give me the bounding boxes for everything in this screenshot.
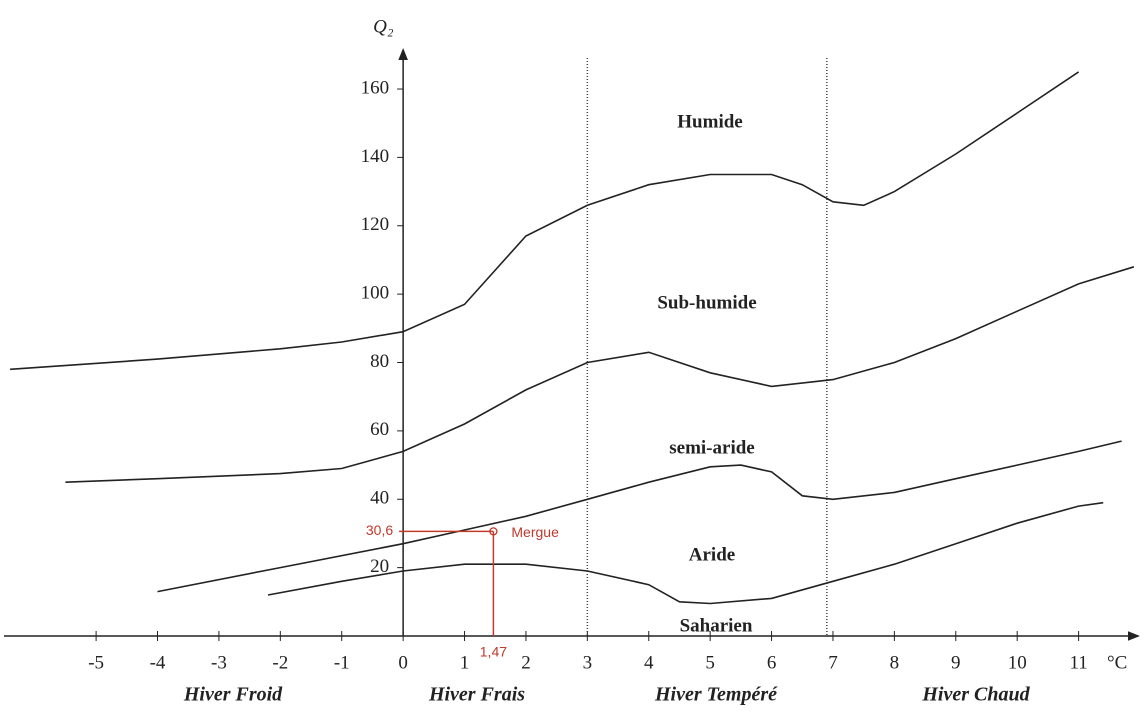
- x-tick-label: -1: [334, 652, 350, 673]
- winter-label: Hiver Froid: [183, 684, 283, 706]
- station-point: [489, 527, 498, 536]
- x-tick-label: 3: [583, 652, 593, 673]
- x-axis-title: °C: [1107, 652, 1127, 673]
- y-tick-label: 60: [370, 419, 389, 440]
- y-tick-label: 140: [361, 146, 390, 167]
- boundary-curve: [267, 501, 1104, 605]
- y-tick-label: 160: [361, 77, 390, 98]
- x-tick-label: 4: [644, 652, 654, 673]
- x-tick-label: -3: [211, 652, 227, 673]
- y-tick-label: 100: [361, 282, 390, 303]
- x-tick-label: 11: [1069, 652, 1087, 673]
- winter-label: Hiver Frais: [428, 684, 525, 706]
- x-tick-label: 2: [521, 652, 531, 673]
- x-tick-label: 10: [1008, 652, 1027, 673]
- boundary-curve: [157, 440, 1122, 593]
- winter-label: Hiver Chaud: [921, 684, 1030, 706]
- x-tick-label: 6: [767, 652, 777, 673]
- x-tick-label: 9: [951, 652, 961, 673]
- x-tick-label: 7: [828, 652, 838, 673]
- station-x-label: 1,47: [480, 644, 507, 660]
- y-tick-label: 80: [370, 351, 389, 372]
- x-tick-label: 1: [460, 652, 470, 673]
- zone-label: semi-aride: [669, 437, 754, 458]
- zone-label: Saharien: [680, 615, 753, 636]
- y-tick-label: 40: [370, 488, 389, 509]
- winter-label: Hiver Tempéré: [654, 684, 778, 706]
- station-y-label: 30,6: [366, 522, 393, 538]
- zone-label: Aride: [689, 544, 735, 565]
- x-tick-label: -5: [88, 652, 104, 673]
- x-tick-label: 0: [398, 652, 408, 673]
- x-tick-label: -2: [272, 652, 288, 673]
- boundary-curve: [65, 266, 1135, 483]
- y-tick-label: 20: [370, 556, 389, 577]
- boundary-curve: [10, 71, 1080, 371]
- zone-label: Humide: [677, 111, 742, 132]
- station-label: Mergue: [511, 524, 559, 540]
- x-tick-label: -4: [150, 652, 166, 673]
- x-tick-label: 8: [890, 652, 900, 673]
- y-axis-title: Q₂: [373, 16, 394, 37]
- zone-label: Sub-humide: [657, 292, 756, 313]
- x-tick-label: 5: [705, 652, 715, 673]
- y-tick-label: 120: [361, 214, 390, 235]
